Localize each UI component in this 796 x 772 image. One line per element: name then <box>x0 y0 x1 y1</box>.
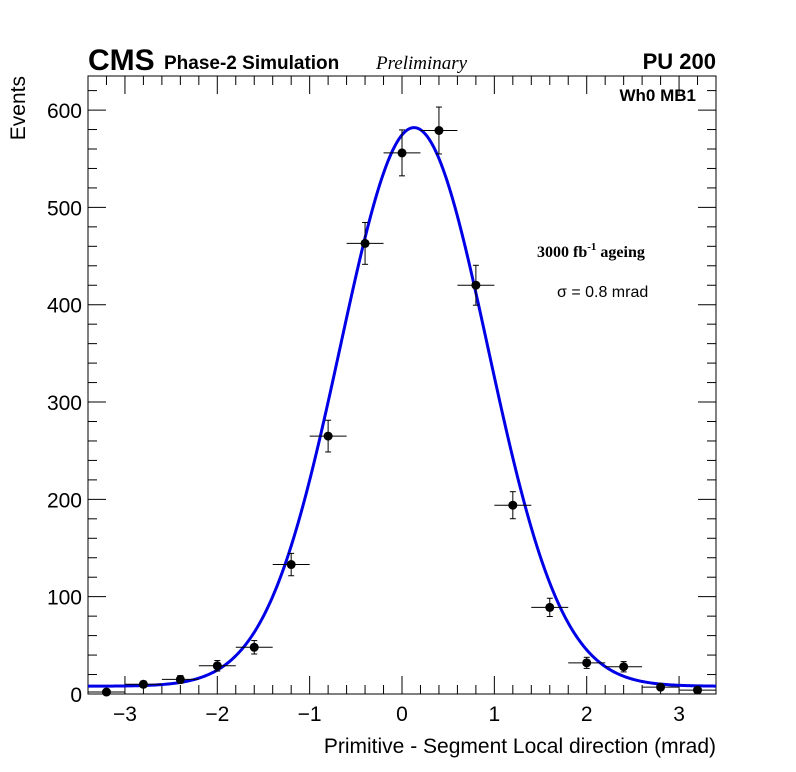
x-tick-label: −2 <box>205 703 229 726</box>
ageing-lumi: 3000 fb <box>537 244 587 261</box>
data-point <box>457 264 495 306</box>
point-marker <box>138 679 148 689</box>
point-marker <box>323 431 333 441</box>
x-axis-title: Primitive - Segment Local direction (mra… <box>324 735 716 758</box>
point-marker <box>582 658 592 668</box>
y-tick-label: 200 <box>47 489 82 512</box>
fit-curve-group <box>88 126 717 688</box>
point-marker <box>471 280 481 290</box>
data-point <box>235 640 273 655</box>
data-point <box>383 129 421 177</box>
x-tick-label: −3 <box>113 703 137 726</box>
ageing-word: ageing <box>596 244 644 261</box>
point-marker <box>693 685 703 695</box>
y-tick-label: 100 <box>47 587 82 610</box>
y-tick-label: 300 <box>47 392 82 415</box>
y-tick-label: 600 <box>47 100 82 123</box>
simulation-label: Phase-2 Simulation <box>164 53 339 74</box>
ageing-label: 3000 fb-1 ageing <box>537 241 645 261</box>
point-marker <box>101 687 111 697</box>
point-marker <box>212 661 222 671</box>
data-point <box>309 419 347 453</box>
point-marker <box>545 602 555 612</box>
data-point <box>679 685 716 695</box>
cms-label: CMS <box>88 44 155 77</box>
data-point <box>605 661 643 673</box>
x-tick-label: 3 <box>673 703 685 726</box>
point-marker <box>508 500 518 510</box>
chamber-label: Wh0 MB1 <box>620 86 697 105</box>
preliminary-label: Preliminary <box>375 53 468 74</box>
data-point <box>198 660 236 672</box>
x-tick-label: −1 <box>298 703 322 726</box>
data-point <box>272 552 310 577</box>
point-marker <box>249 642 259 652</box>
data-point <box>568 656 606 669</box>
data-point <box>161 674 199 684</box>
fit-curve <box>88 126 717 688</box>
x-tick-label: 2 <box>581 703 593 726</box>
data-point <box>124 679 162 689</box>
data-point <box>346 221 384 265</box>
axis-tick-labels: −3 −2 −1 0 1 2 3 0 100 200 300 400 500 600 <box>47 100 685 726</box>
y-tick-label: 400 <box>47 295 82 318</box>
point-marker <box>619 662 629 672</box>
pileup-label: PU 200 <box>643 49 716 74</box>
data-points-group <box>88 106 716 697</box>
x-tick-label: 0 <box>396 703 408 726</box>
point-marker <box>360 238 370 248</box>
point-marker <box>656 682 666 692</box>
y-tick-label: 0 <box>70 684 82 707</box>
axis-ticks <box>87 76 717 695</box>
data-point <box>88 687 125 697</box>
point-marker <box>434 126 444 136</box>
point-marker <box>397 148 407 158</box>
data-point <box>531 597 569 618</box>
x-tick-label: 1 <box>489 703 501 726</box>
point-marker <box>175 674 185 684</box>
data-point <box>642 682 680 692</box>
y-tick-label: 500 <box>47 197 82 220</box>
data-point <box>494 491 532 520</box>
data-point <box>420 106 458 155</box>
sigma-label: σ = 0.8 mrad <box>557 284 648 301</box>
ageing-exponent: -1 <box>587 241 596 253</box>
point-marker <box>286 560 296 570</box>
y-axis-title: Events <box>7 76 30 140</box>
